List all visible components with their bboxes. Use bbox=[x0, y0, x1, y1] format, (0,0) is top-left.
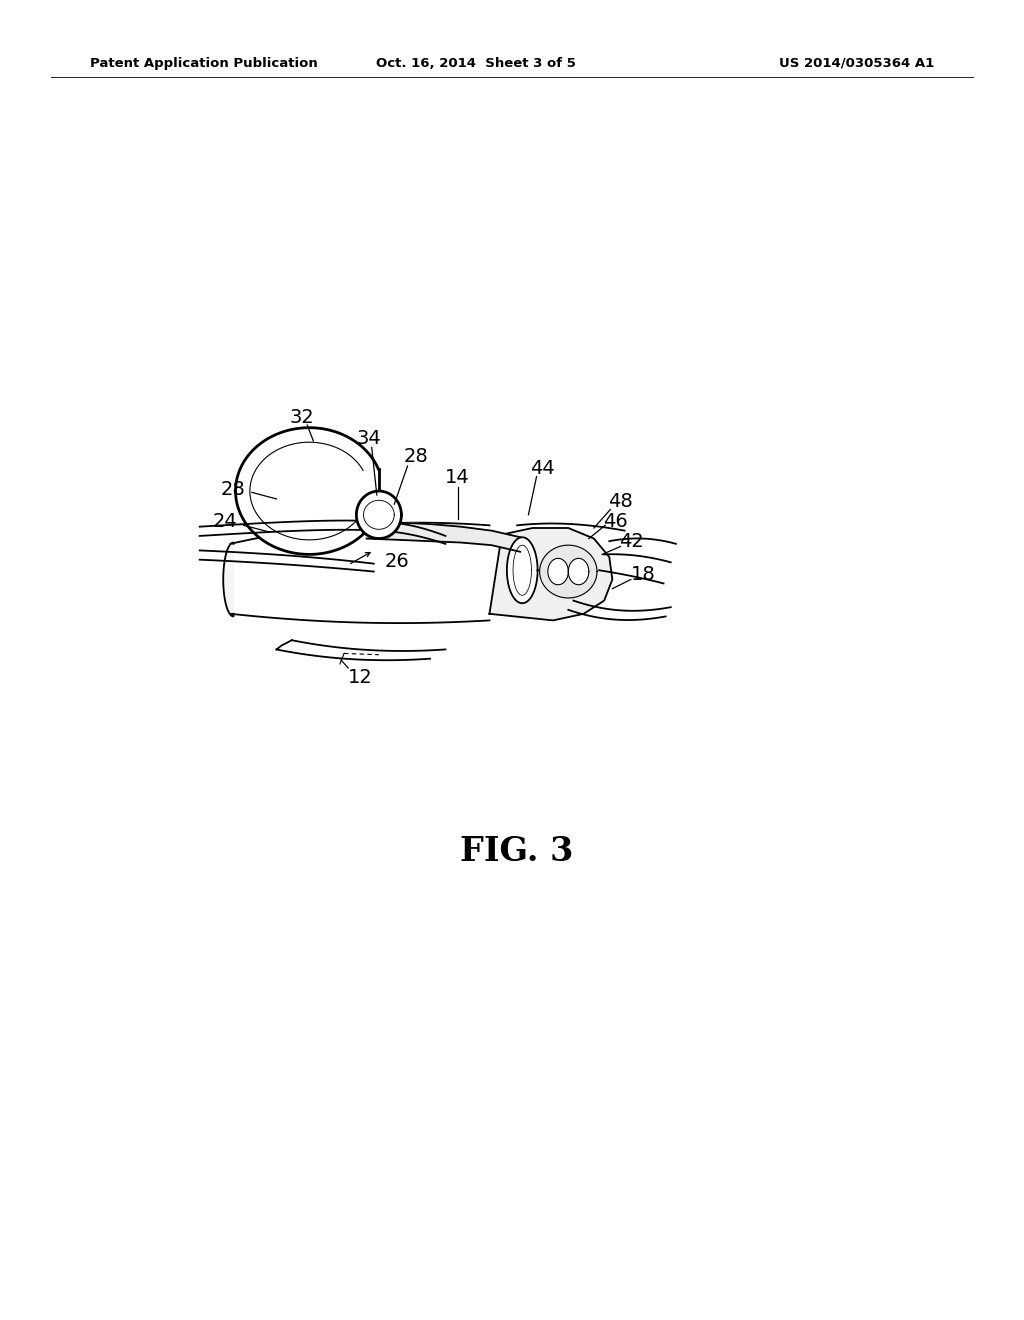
Text: 26: 26 bbox=[385, 552, 410, 570]
Polygon shape bbox=[568, 558, 589, 585]
Text: 46: 46 bbox=[603, 512, 628, 531]
Text: 28: 28 bbox=[221, 480, 246, 499]
Polygon shape bbox=[367, 521, 520, 552]
Polygon shape bbox=[507, 537, 538, 603]
Text: US 2014/0305364 A1: US 2014/0305364 A1 bbox=[778, 57, 934, 70]
Polygon shape bbox=[356, 491, 401, 539]
Text: 18: 18 bbox=[631, 565, 655, 583]
Text: Patent Application Publication: Patent Application Publication bbox=[90, 57, 317, 70]
Text: 12: 12 bbox=[348, 668, 373, 686]
Polygon shape bbox=[230, 523, 489, 623]
Text: 32: 32 bbox=[290, 408, 314, 426]
Text: 44: 44 bbox=[530, 459, 555, 478]
Text: 34: 34 bbox=[356, 429, 381, 447]
Polygon shape bbox=[223, 543, 233, 616]
Text: 28: 28 bbox=[403, 447, 428, 466]
Polygon shape bbox=[236, 428, 379, 554]
Polygon shape bbox=[489, 528, 612, 620]
Text: 24: 24 bbox=[213, 512, 238, 531]
Text: FIG. 3: FIG. 3 bbox=[461, 836, 573, 869]
Polygon shape bbox=[548, 558, 568, 585]
Text: Oct. 16, 2014  Sheet 3 of 5: Oct. 16, 2014 Sheet 3 of 5 bbox=[376, 57, 577, 70]
Text: 42: 42 bbox=[620, 532, 644, 550]
Text: 48: 48 bbox=[608, 492, 633, 511]
Polygon shape bbox=[540, 545, 597, 598]
Text: 14: 14 bbox=[445, 469, 470, 487]
